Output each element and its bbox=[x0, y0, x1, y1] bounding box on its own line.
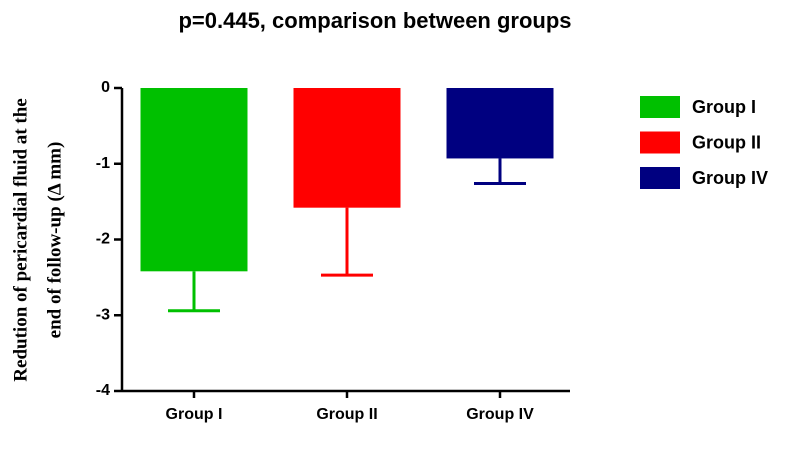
y-tick-label: -2 bbox=[96, 231, 110, 248]
legend-swatch bbox=[640, 96, 680, 118]
legend-label: Group II bbox=[692, 132, 761, 152]
legend-swatch bbox=[640, 131, 680, 154]
y-tick-label: -1 bbox=[96, 155, 110, 172]
chart-title: p=0.445, comparison between groups bbox=[178, 8, 571, 33]
y-axis-label: Redution of pericardial fluid at the end… bbox=[10, 98, 65, 381]
y-tick-label: -4 bbox=[96, 382, 110, 399]
legend-label: Group IV bbox=[692, 168, 768, 188]
x-tick-label: Group I bbox=[166, 406, 223, 423]
bar bbox=[140, 88, 248, 272]
y-label-line: end of follow-up (Δ mm) bbox=[44, 142, 65, 339]
bar bbox=[293, 88, 401, 208]
bar bbox=[446, 88, 554, 159]
y-label-line: Redution of pericardial fluid at the bbox=[10, 98, 31, 381]
y-tick-label: 0 bbox=[101, 79, 110, 96]
legend-label: Group I bbox=[692, 97, 756, 117]
legend-swatch bbox=[640, 167, 680, 189]
x-tick-label: Group II bbox=[316, 406, 377, 423]
y-tick-label: -3 bbox=[96, 306, 110, 323]
x-tick-label: Group IV bbox=[466, 406, 534, 423]
